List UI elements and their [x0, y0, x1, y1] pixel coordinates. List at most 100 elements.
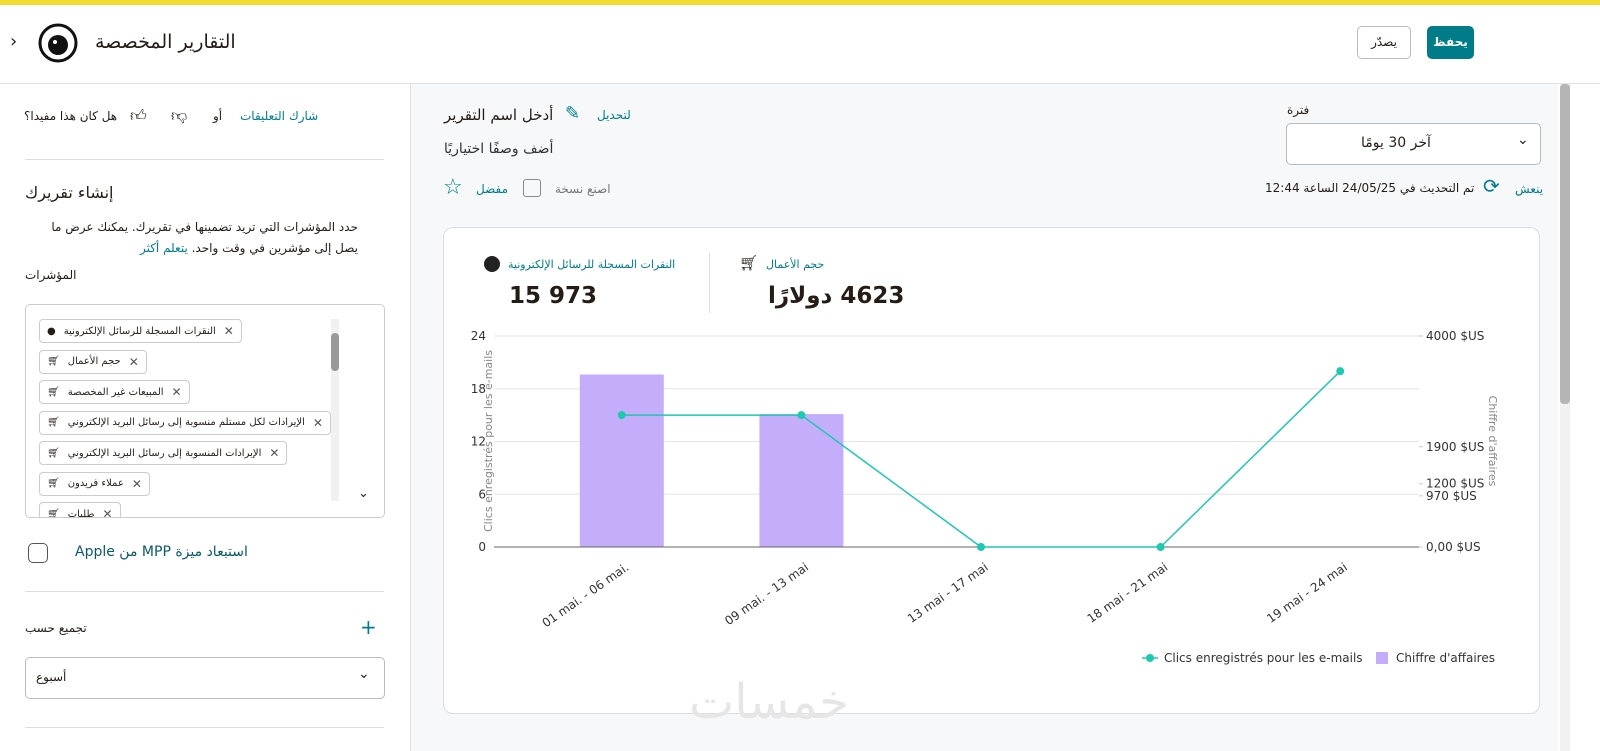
metric-chip[interactable]: 🛒︎ المبيعات غير المخصصة ✕: [39, 380, 190, 404]
period-label: فترة: [1287, 103, 1310, 117]
edit-link[interactable]: لتحديل: [597, 108, 631, 122]
y2-axis-title: Chiffre d'affaires: [1486, 396, 1499, 487]
chip-remove[interactable]: ✕: [269, 446, 280, 460]
list-scroll-thumb[interactable]: [331, 333, 339, 371]
favorite-icon[interactable]: ☆: [443, 175, 463, 200]
y-tick-label: 12: [471, 435, 486, 449]
header: › التقارير المخصصة يصدّر يحفظ: [0, 5, 1600, 84]
stat-divider: [709, 253, 710, 313]
metric-chip[interactable]: ● النقرات المسجلة للرسائل الإلكترونية ✕: [39, 319, 242, 343]
save-button[interactable]: يحفظ: [1427, 26, 1474, 59]
legend-label: Chiffre d'affaires: [1396, 651, 1495, 665]
chip-label: طلبات: [67, 508, 95, 518]
stat-label[interactable]: حجم الأعمال: [766, 258, 825, 271]
report-description[interactable]: أضف وصفًا اختياريًا: [444, 141, 554, 157]
divider: [25, 591, 384, 592]
metric-chip[interactable]: 🛒︎ حجم الأعمال ✕: [39, 349, 147, 374]
chip-remove[interactable]: ✕: [312, 415, 323, 430]
bar: [579, 374, 664, 547]
chip-icon: 🛒︎: [47, 417, 60, 428]
list-scrollbar: [331, 319, 339, 501]
sidebar: هل كان هذا مفيدا؟ 👍︎ 👎︎ أو شارك التعليقا…: [0, 84, 411, 751]
y-axis-title: Clics enregistrés pour les e-mails: [482, 350, 495, 532]
legend-swatch: [1146, 654, 1154, 662]
bar: [759, 414, 844, 547]
metric-chip[interactable]: 🛒︎ طلبات ✕: [39, 502, 121, 518]
export-button[interactable]: يصدّر: [1357, 26, 1411, 59]
metrics-list: ● النقرات المسجلة للرسائل الإلكترونية ✕ 🛒︎ ح…: [39, 319, 331, 518]
thumbs-down[interactable]: 👎︎: [171, 106, 188, 125]
chip-label: المبيعات غير المخصصة: [67, 386, 164, 398]
stat-value: 4623 دولارًا: [768, 283, 905, 309]
edit-icon[interactable]: ✎: [565, 103, 581, 124]
page-scroll-thumb[interactable]: [1560, 84, 1570, 404]
divider: [25, 159, 384, 160]
build-text-body: حدد المؤشرات التي تريد تضمينها في تقريرك…: [51, 220, 358, 255]
refresh-link[interactable]: ينعش: [1515, 182, 1544, 196]
metric-chip[interactable]: 🛒︎ الإيرادات لكل مستلم منسوبة إلى رسائل ا…: [39, 410, 331, 435]
metric-chip[interactable]: 🛒︎ عملاء فريدون ✕: [39, 471, 150, 496]
chip-remove[interactable]: ✕: [171, 385, 182, 399]
updated-text: تم التحديث في 24/05/25 الساعة 12:44: [1265, 181, 1475, 195]
duplicate-link[interactable]: اصنع نسخة: [555, 182, 611, 196]
metric-icon: [484, 256, 500, 272]
mpp-label: استبعاد ميزة MPP من Apple: [75, 544, 248, 560]
chip-remove[interactable]: ✕: [131, 476, 142, 491]
thumbs-up[interactable]: 👍︎: [130, 106, 147, 125]
chip-icon: 🛒︎: [47, 508, 60, 518]
mpp-checkbox[interactable]: [28, 543, 48, 563]
build-title: إنشاء تقريرك: [25, 183, 114, 202]
y2-tick-label: 1900 $US: [1426, 440, 1484, 454]
chip-remove[interactable]: ✕: [128, 354, 139, 369]
point: [617, 411, 626, 420]
watermark: خمسات: [689, 674, 850, 730]
report-name[interactable]: أدخل اسم التقرير: [444, 106, 554, 124]
list-expand[interactable]: ⌄: [358, 486, 369, 501]
helpful-question: هل كان هذا مفيدا؟: [24, 109, 118, 123]
top-bar: [0, 0, 1600, 5]
chip-icon: ●: [47, 325, 56, 337]
x-tick-label: 19 mai - 24 mai: [1264, 560, 1350, 626]
chip-label: حجم الأعمال: [67, 356, 121, 367]
point: [797, 411, 806, 420]
y2-tick-label: 1200 $US: [1426, 477, 1484, 491]
chip-remove[interactable]: ✕: [223, 324, 234, 338]
metric-chip[interactable]: 🛒︎ الإيرادات المنسوبة إلى رسائل البريد ال…: [39, 441, 288, 465]
select-chevron: ⌄: [358, 666, 370, 682]
stat-value: 15 973: [509, 283, 598, 309]
divider: [25, 727, 384, 728]
metrics-label: المؤشرات: [25, 268, 77, 282]
x-tick-label: 01 mai. - 06 mai.: [540, 560, 632, 630]
chip-remove[interactable]: ✕: [102, 507, 113, 518]
x-tick-label: 09 mai. - 13 mai: [722, 560, 811, 628]
duplicate-icon[interactable]: [523, 179, 541, 197]
select-chevron: ⌄: [1517, 132, 1529, 148]
favorite-link[interactable]: مفضل: [476, 182, 508, 196]
back-chevron[interactable]: ›: [10, 31, 18, 52]
stat-label[interactable]: النقرات المسجلة للرسائل الإلكترونية: [508, 258, 676, 271]
logo: [38, 23, 78, 63]
y2-tick-label: 4000 $US: [1426, 329, 1484, 343]
point: [1336, 367, 1345, 376]
refresh-icon[interactable]: ⟳: [1483, 174, 1500, 198]
y2-tick-label: 970 $US: [1426, 489, 1477, 503]
period-value: آخر 30 يومًا: [1361, 135, 1431, 151]
main: أدخل اسم التقرير ✎ لتحديل أضف وصفًا اختي…: [411, 84, 1558, 751]
chip-icon: 🛒︎: [47, 478, 60, 489]
legend-swatch: [1376, 652, 1388, 664]
group-select[interactable]: أسبوع ⌄: [25, 657, 385, 699]
chart-card: النقرات المسجلة للرسائل الإلكترونية 15 9…: [443, 227, 1540, 714]
share-feedback-link[interactable]: شارك التعليقات: [240, 109, 319, 123]
chip-label: الإيرادات المنسوبة إلى رسائل البريد الإل…: [67, 447, 262, 459]
group-by-label: تجميع حسب: [25, 621, 87, 635]
y-tick-label: 24: [471, 329, 486, 343]
learn-more-link[interactable]: يتعلم أكثر: [139, 241, 188, 255]
add-group[interactable]: +: [360, 615, 377, 639]
period-select[interactable]: آخر 30 يومًا ⌄: [1286, 123, 1541, 165]
page-scrollbar: [1560, 84, 1570, 751]
x-tick-label: 13 mai - 17 mai: [905, 560, 991, 626]
chip-label: الإيرادات لكل مستلم منسوبة إلى رسائل الب…: [67, 417, 305, 428]
x-tick-label: 18 mai - 21 mai: [1085, 560, 1171, 626]
